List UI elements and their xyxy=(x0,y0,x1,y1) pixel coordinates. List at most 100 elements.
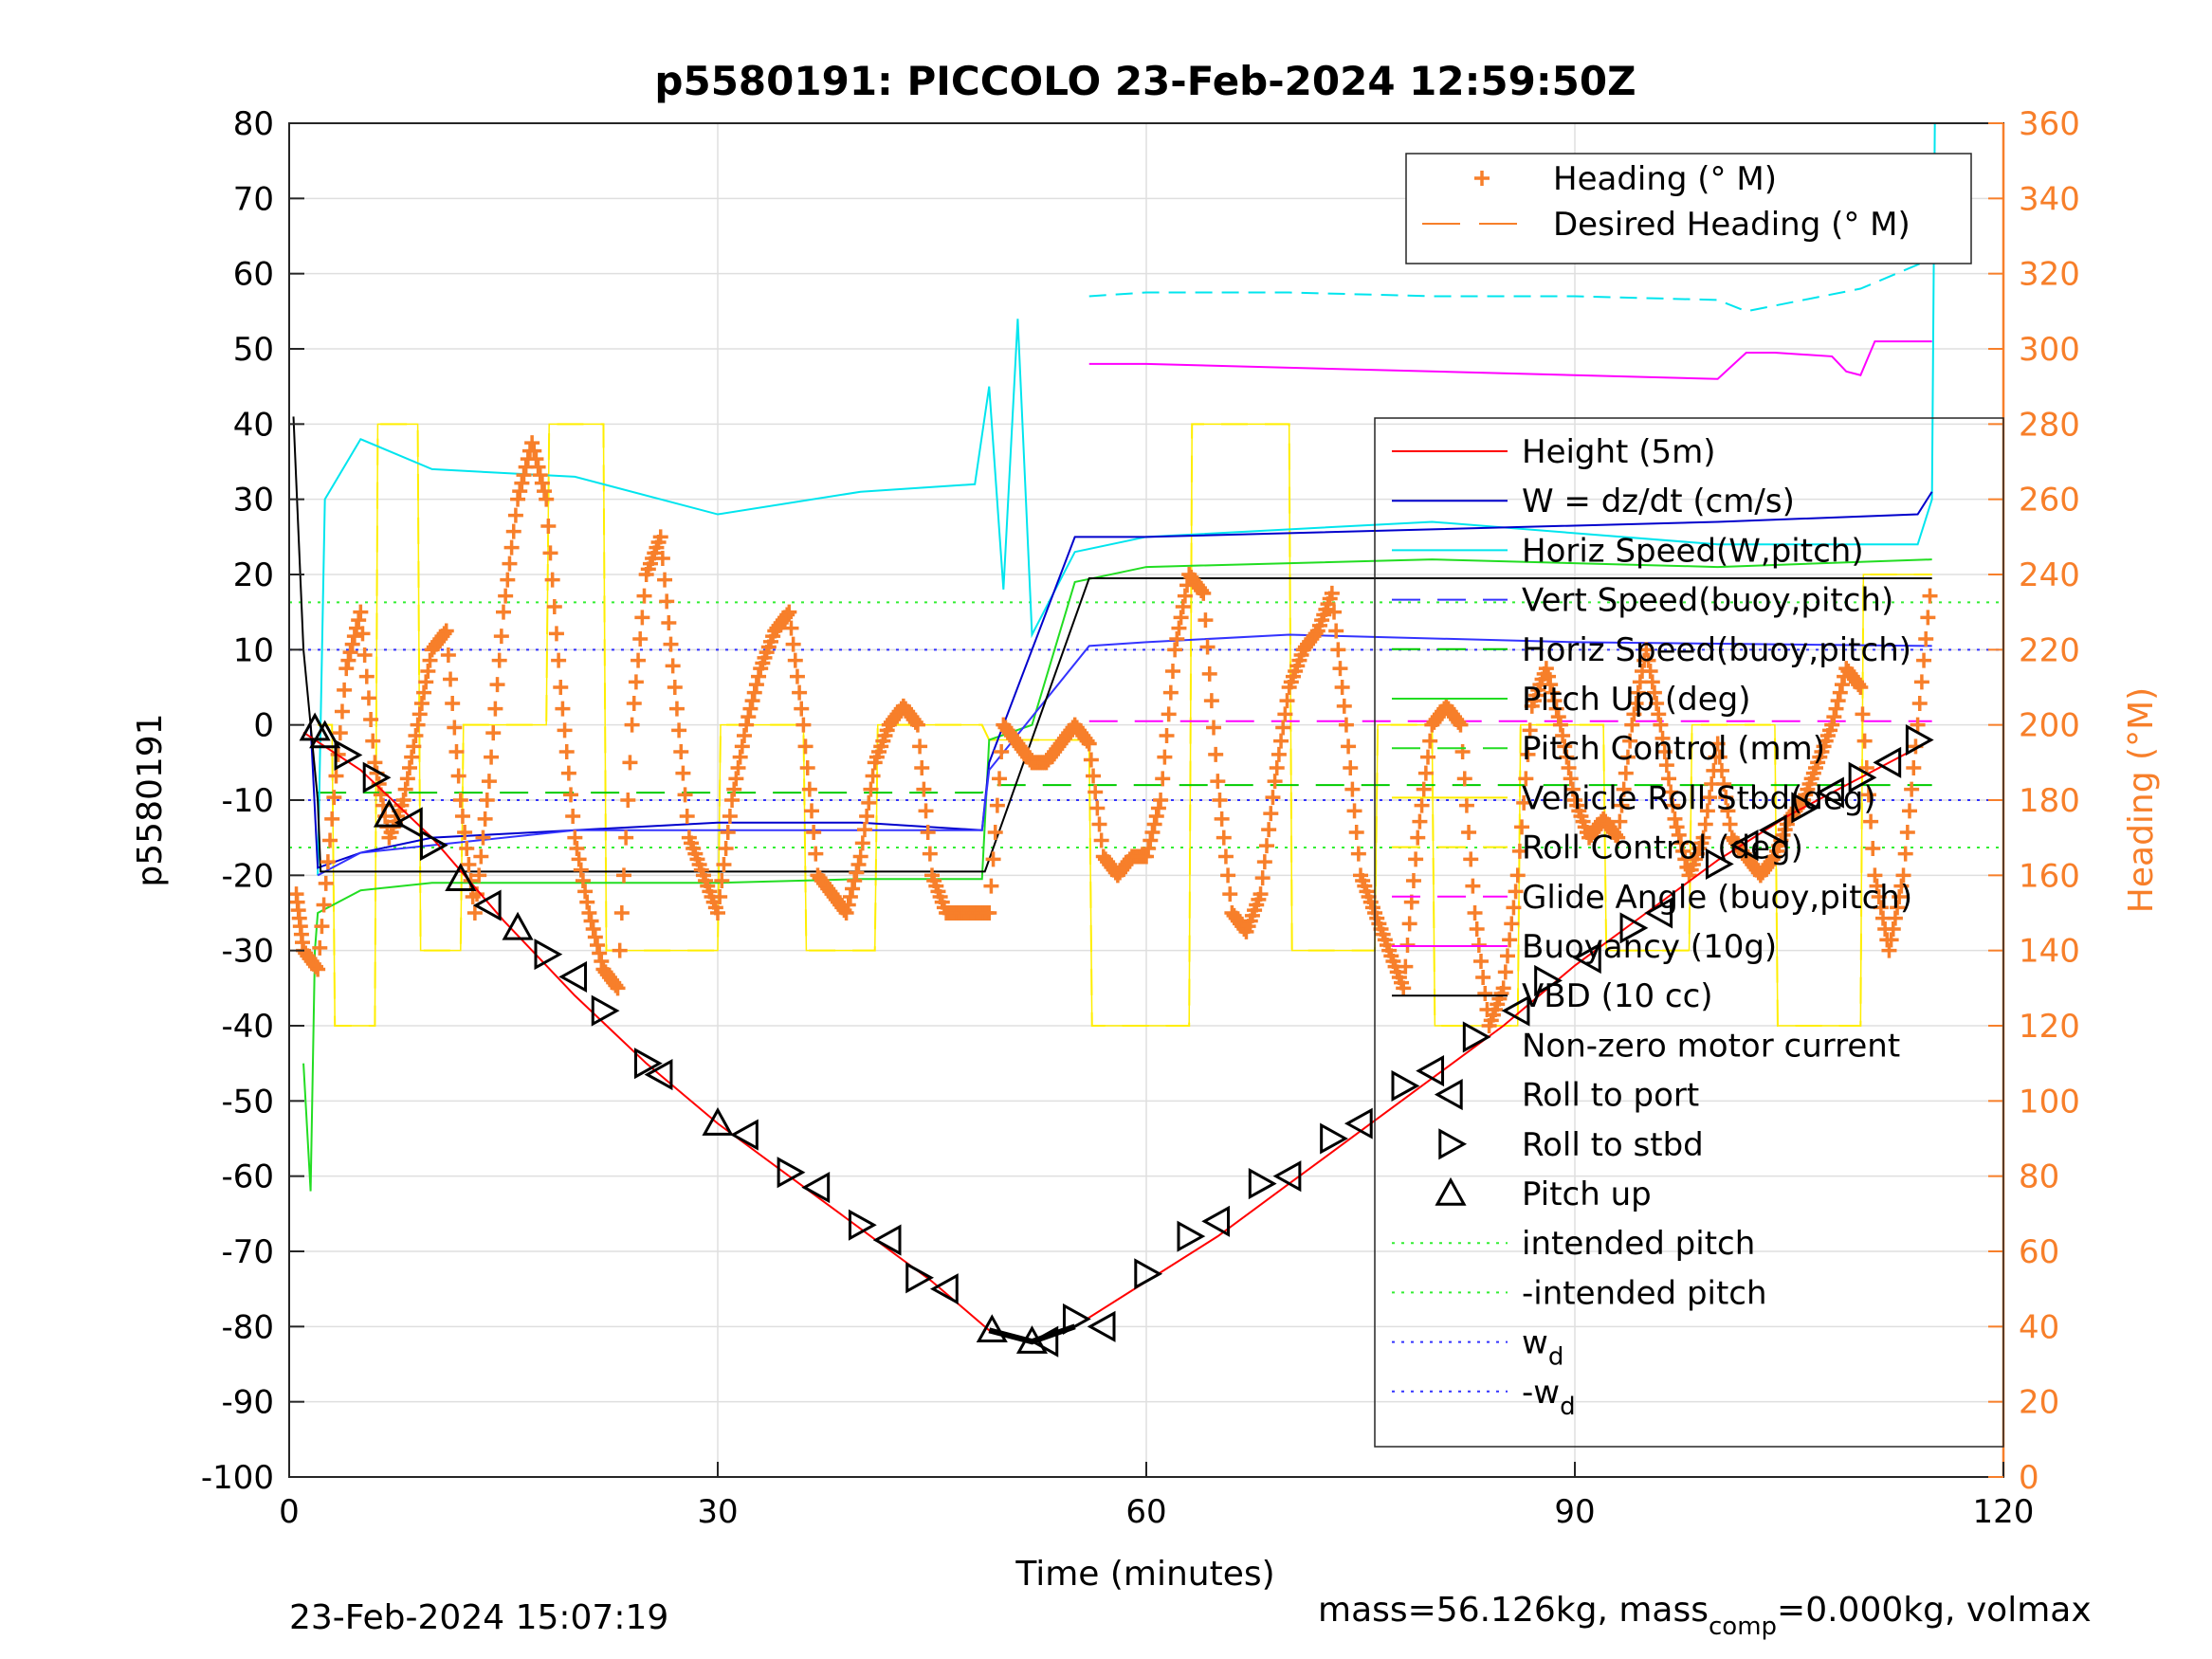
heading-point xyxy=(534,475,550,491)
heading-point xyxy=(1892,889,1908,904)
heading-point xyxy=(569,841,585,856)
heading-point xyxy=(1150,800,1166,816)
heading-point xyxy=(316,897,332,913)
heading-point xyxy=(367,755,383,771)
heading-point xyxy=(502,556,518,572)
heading-point xyxy=(1709,736,1726,752)
heading-point xyxy=(1828,701,1844,717)
legend-main: Height (5m) W = dz/dt (cm/s) Horiz Speed(W… xyxy=(1374,417,2004,1448)
heading-point xyxy=(344,636,360,652)
marker-roll-to-stbd xyxy=(1534,964,1563,996)
heading-point xyxy=(1855,706,1871,722)
heading-point xyxy=(1350,846,1366,862)
heading-point xyxy=(1663,784,1679,800)
heading-point xyxy=(859,809,875,824)
marker-roll-to-stbd xyxy=(1320,1122,1348,1155)
heading-point xyxy=(989,797,1005,813)
y-tick-label: 80 xyxy=(233,105,274,143)
heading-point xyxy=(1863,813,1879,830)
heading-point xyxy=(1267,774,1283,790)
heading-point xyxy=(1883,932,1899,948)
series-pitch_control xyxy=(318,784,1932,794)
heading-point xyxy=(360,690,376,706)
heading-point xyxy=(445,696,461,711)
x-tick-label: 30 xyxy=(697,1493,738,1531)
heading-point xyxy=(1910,717,1926,733)
marker-roll-to-stbd xyxy=(1905,723,1934,757)
heading-point xyxy=(985,851,1001,867)
heading-point xyxy=(845,881,861,897)
heading-point xyxy=(865,768,881,784)
footer-mass-prefix: mass=56.126kg, mass xyxy=(1318,1591,1709,1630)
heading-point xyxy=(1472,954,1489,969)
heading-point xyxy=(1665,797,1681,813)
heading-point xyxy=(1504,916,1520,932)
heading-point xyxy=(618,830,634,846)
heading-point xyxy=(1164,664,1180,679)
heading-point xyxy=(1722,816,1738,832)
heading-point xyxy=(1208,746,1224,762)
y-tick-label: -30 xyxy=(221,933,274,971)
marker-roll-to-stbd xyxy=(905,1262,935,1294)
heading-point xyxy=(551,652,567,668)
heading-point xyxy=(1326,604,1343,620)
heading-point xyxy=(856,822,872,838)
heading-point xyxy=(1210,774,1226,790)
heading-point xyxy=(1454,744,1471,759)
heading-point xyxy=(310,961,326,977)
heading-point xyxy=(740,709,757,725)
heading-point xyxy=(1148,809,1164,824)
legend-label: Pitch Control (mm) xyxy=(1522,730,1825,768)
heading-point xyxy=(1203,693,1219,709)
heading-point xyxy=(1146,816,1162,832)
footer-mass-suffix: =0.000kg, volmax xyxy=(1777,1591,2092,1630)
heading-point xyxy=(516,467,532,483)
heading-point xyxy=(1412,813,1428,830)
heading-point xyxy=(668,701,685,717)
heading-point xyxy=(473,848,489,865)
heading-point xyxy=(1422,733,1438,749)
heading-point xyxy=(1699,803,1715,819)
heading-point xyxy=(404,749,420,765)
heading-point xyxy=(907,714,923,730)
heading-point xyxy=(553,680,569,695)
heading-point xyxy=(1269,760,1285,775)
heading-point xyxy=(739,717,755,733)
heading-point xyxy=(806,825,822,840)
legend-marker-swatch xyxy=(1438,1128,1468,1160)
heading-point xyxy=(1646,684,1662,701)
x-tick-label: 0 xyxy=(279,1493,300,1531)
heading-point xyxy=(1222,886,1238,902)
heading-point xyxy=(1918,631,1934,647)
heading-point xyxy=(459,841,475,856)
heading-point xyxy=(1336,698,1352,714)
heading-point xyxy=(487,701,503,717)
heading-point xyxy=(624,717,640,733)
heading-point xyxy=(1867,867,1883,884)
legend-label: Pitch up xyxy=(1522,1176,1652,1213)
heading-point xyxy=(914,760,930,775)
y-tick-label: -90 xyxy=(221,1384,274,1422)
heading-point xyxy=(505,523,521,539)
heading-point xyxy=(730,760,746,775)
heading-point xyxy=(544,572,560,588)
heading-point xyxy=(710,905,725,921)
heading-point xyxy=(332,725,348,741)
series-roll_control_steps xyxy=(318,423,1932,1027)
heading-point xyxy=(558,744,575,759)
heading-point xyxy=(840,897,856,913)
heading-point xyxy=(454,809,470,824)
heading-point xyxy=(1509,867,1526,884)
heading-point xyxy=(418,674,434,690)
heading-point xyxy=(537,483,553,500)
marker-roll-to-stbd xyxy=(1791,792,1820,824)
heading-point xyxy=(1497,964,1513,980)
y2-tick-label: 20 xyxy=(2019,1384,2059,1422)
heading-point xyxy=(324,811,340,827)
marker-roll-to-port xyxy=(1572,942,1601,975)
heading-point xyxy=(1901,803,1917,819)
heading-point xyxy=(577,884,594,900)
marker-roll-to-port xyxy=(1344,1107,1373,1139)
heading-point xyxy=(1408,851,1424,867)
heading-point xyxy=(461,857,477,872)
